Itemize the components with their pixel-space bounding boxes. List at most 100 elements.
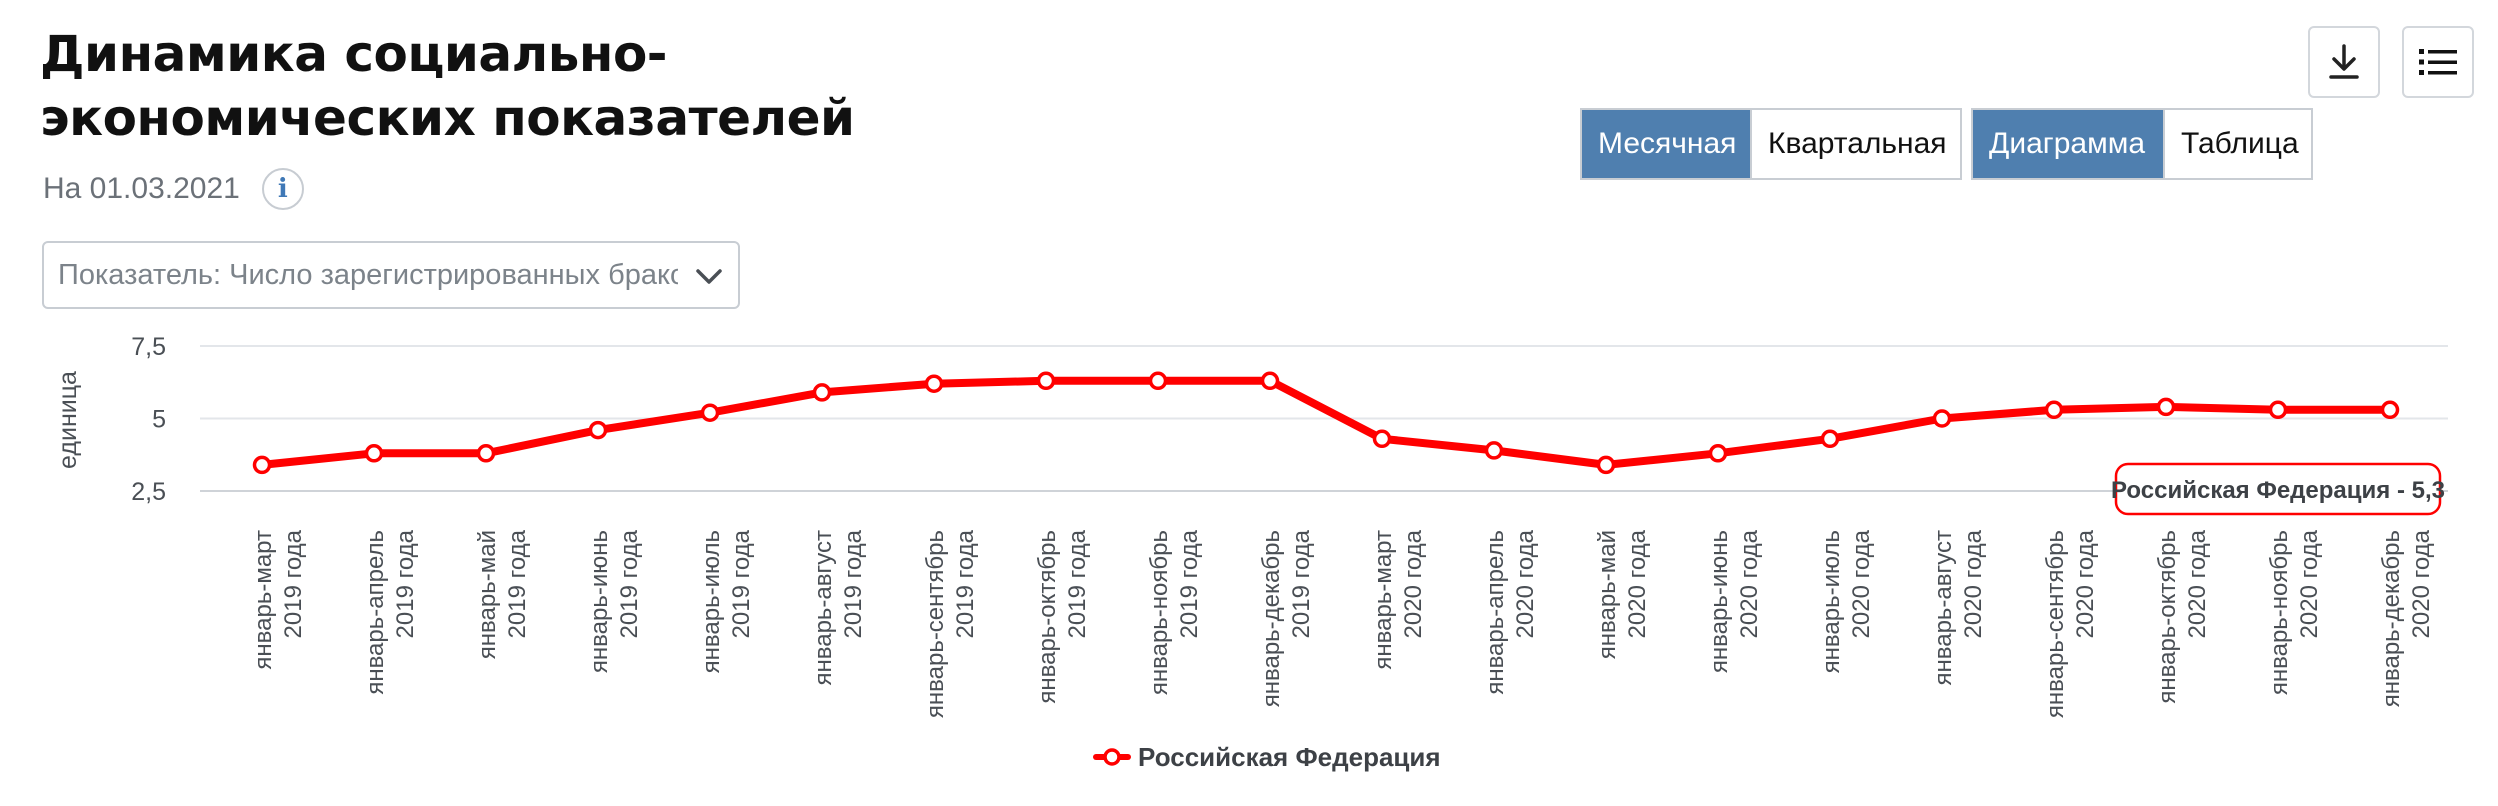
x-tick-label-period: январь-август: [1930, 530, 1957, 686]
tooltip-text: Российская Федерация - 5,3: [2111, 477, 2445, 504]
legend-label: Российская Федерация: [1138, 742, 1441, 772]
x-tick-label: январь-май 2019 года: [474, 529, 531, 659]
x-tick-label-year: 2019 года: [616, 529, 643, 638]
data-point[interactable]: [812, 383, 832, 402]
data-point[interactable]: [2380, 400, 2400, 420]
indicator-select[interactable]: Показатель: Число зарегистрированных бра…: [42, 241, 740, 309]
x-tick-label-period: январь-октябрь: [1034, 530, 1061, 704]
y-tick-label: 2,5: [131, 478, 166, 506]
view-toggle: Диаграмма Таблица: [1971, 108, 2313, 180]
report-date: На 01.03.2021: [43, 172, 240, 205]
data-point[interactable]: [1708, 444, 1728, 463]
x-tick-label: январь-декабрь 2020 года: [2378, 529, 2435, 707]
x-tick-label: январь-октябрь 2019 года: [1034, 529, 1091, 703]
legend-item[interactable]: Российская Федерация: [1093, 742, 1441, 772]
data-point[interactable]: [364, 444, 384, 463]
x-tick-label-period: январь-июль: [1818, 530, 1845, 673]
x-tick-label: январь-сентябрь 2020 года: [2042, 529, 2099, 718]
x-tick-label-year: 2020 года: [1512, 529, 1539, 638]
indicator-select-value: Показатель: Число зарегистрированных бра…: [58, 259, 678, 291]
y-axis-label: единица: [54, 371, 82, 469]
x-tick-label: январь-декабрь 2019 года: [1258, 529, 1315, 707]
x-tick-label-period: январь-март: [1370, 530, 1397, 670]
y-tick-label: 5: [152, 406, 166, 434]
x-tick-label: январь-июнь 2019 года: [586, 529, 643, 673]
data-point[interactable]: [476, 444, 496, 463]
x-tick-label-period: январь-июнь: [1706, 530, 1733, 673]
page-title: Динамика социально-экономических показат…: [40, 25, 855, 147]
series-tooltip: Российская Федерация - 5,3: [2111, 462, 2445, 516]
data-point[interactable]: [2044, 400, 2064, 420]
x-tick-label-period: январь-май: [474, 530, 501, 659]
data-point[interactable]: [924, 374, 944, 393]
x-tick-label-year: 2020 года: [2072, 529, 2099, 638]
download-icon: [2329, 44, 2359, 79]
list-menu-icon: [2419, 49, 2457, 75]
series-line: [258, 376, 2394, 469]
x-tick-label: январь-август 2019 года: [810, 529, 867, 685]
data-point[interactable]: [2268, 400, 2288, 420]
data-point[interactable]: [1820, 429, 1840, 449]
x-tick-label-period: январь-август: [810, 530, 837, 686]
data-point[interactable]: [1596, 455, 1616, 475]
download-button[interactable]: [2308, 26, 2380, 98]
x-tick-label-year: 2019 года: [280, 529, 307, 638]
x-tick-label-year: 2019 года: [392, 529, 419, 638]
x-tick-label: январь-октябрь 2020 года: [2154, 529, 2211, 703]
x-tick-label-period: январь-июнь: [586, 530, 613, 673]
x-tick-label-period: январь-апрель: [362, 530, 389, 695]
view-table-button[interactable]: Таблица: [2163, 110, 2311, 178]
x-tick-label-year: 2020 года: [2296, 529, 2323, 638]
data-point[interactable]: [1484, 441, 1504, 460]
legend-marker: [1103, 748, 1121, 766]
x-tick-label-period: январь-июль: [698, 530, 725, 673]
data-point[interactable]: [1932, 409, 1952, 428]
period-monthly-button[interactable]: Месячная: [1582, 110, 1750, 178]
data-point[interactable]: [1036, 371, 1056, 391]
data-point[interactable]: [252, 455, 272, 475]
menu-button[interactable]: [2402, 26, 2474, 98]
x-tick-label-year: 2020 года: [2408, 529, 2435, 638]
x-tick-label-period: январь-октябрь: [2154, 530, 2181, 704]
data-point[interactable]: [700, 403, 720, 422]
y-tick-label: 7,5: [131, 333, 166, 361]
x-tick-label: январь-май 2020 года: [1594, 529, 1651, 659]
x-tick-label-period: январь-ноябрь: [1146, 530, 1173, 695]
x-tick-label-period: январь-май: [1594, 530, 1621, 659]
x-tick-label-year: 2019 года: [1176, 529, 1203, 638]
x-tick-label-year: 2019 года: [952, 529, 979, 638]
info-icon[interactable]: i: [261, 168, 304, 210]
x-tick-label-year: 2019 года: [1288, 529, 1315, 638]
data-point[interactable]: [1260, 371, 1280, 391]
x-tick-label-year: 2020 года: [1624, 529, 1651, 638]
x-tick-label: январь-ноябрь 2020 года: [2266, 529, 2323, 695]
period-quarterly-button[interactable]: Квартальная: [1750, 110, 1960, 178]
x-tick-label-year: 2019 года: [728, 529, 755, 638]
x-tick-label-year: 2020 года: [2184, 529, 2211, 638]
data-point[interactable]: [2156, 397, 2176, 417]
x-tick-label-period: январь-сентябрь: [2042, 530, 2069, 718]
data-point[interactable]: [1372, 429, 1392, 449]
x-tick-label-period: январь-апрель: [1482, 530, 1509, 695]
x-tick-label: январь-август 2020 года: [1930, 529, 1987, 685]
x-tick-label: январь-апрель 2019 года: [362, 529, 419, 694]
x-tick-label-period: январь-декабрь: [1258, 530, 1285, 707]
x-tick-label-year: 2020 года: [1960, 529, 1987, 638]
x-tick-label: январь-июнь 2020 года: [1706, 529, 1763, 673]
data-point[interactable]: [1148, 371, 1168, 391]
x-tick-label-year: 2019 года: [840, 529, 867, 638]
x-tick-label-year: 2019 года: [1064, 529, 1091, 638]
x-tick-label-year: 2020 года: [1736, 529, 1763, 638]
x-tick-label-year: 2020 года: [1848, 529, 1875, 638]
x-tick-label-period: январь-ноябрь: [2266, 530, 2293, 695]
x-tick-label: январь-сентябрь 2019 года: [922, 529, 979, 718]
x-tick-label: январь-июль 2019 года: [698, 529, 755, 673]
data-point[interactable]: [588, 420, 608, 440]
chevron-down-icon: [696, 269, 722, 284]
period-toggle: Месячная Квартальная: [1580, 108, 1962, 180]
x-tick-label: январь-март 2020 года: [1370, 529, 1427, 669]
x-tick-label: январь-апрель 2020 года: [1482, 529, 1539, 694]
date-row: На 01.03.2021 i: [43, 168, 304, 210]
view-chart-button[interactable]: Диаграмма: [1973, 110, 2163, 178]
x-tick-label: январь-июль 2020 года: [1818, 529, 1875, 673]
